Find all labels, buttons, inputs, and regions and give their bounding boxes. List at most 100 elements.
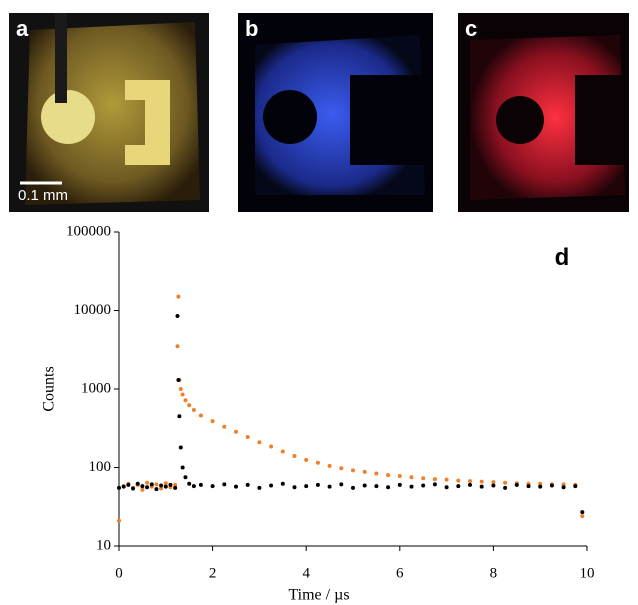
data-point xyxy=(409,475,414,480)
panel-label: c xyxy=(465,16,477,41)
data-point xyxy=(362,469,367,474)
data-point xyxy=(234,484,238,489)
data-point xyxy=(176,294,181,299)
data-point xyxy=(491,480,496,485)
data-point xyxy=(444,477,449,482)
data-point xyxy=(362,483,367,488)
data-point xyxy=(526,484,531,489)
data-point xyxy=(479,484,484,489)
data-point xyxy=(351,468,355,473)
data-point xyxy=(173,482,178,487)
data-point xyxy=(222,424,227,429)
data-point xyxy=(145,480,150,485)
data-point xyxy=(456,484,461,489)
data-point xyxy=(561,482,566,487)
data-point xyxy=(468,482,472,487)
data-point xyxy=(163,481,168,486)
x-tick-label: 4 xyxy=(302,565,310,581)
data-point xyxy=(175,344,180,349)
data-point xyxy=(397,473,402,478)
y-tick-label: 10000 xyxy=(74,302,112,318)
data-point xyxy=(121,484,126,489)
panel-label: a xyxy=(16,16,29,41)
data-point xyxy=(163,484,168,489)
data-point xyxy=(491,483,496,488)
data-point xyxy=(456,478,461,483)
data-point xyxy=(210,484,215,489)
data-point xyxy=(280,449,285,454)
data-point xyxy=(187,481,192,486)
data-point xyxy=(292,485,297,490)
panel-label: b xyxy=(245,16,258,41)
data-point xyxy=(257,485,262,490)
data-point xyxy=(397,482,402,487)
data-point xyxy=(168,482,173,487)
data-point xyxy=(145,485,150,490)
data-point xyxy=(198,413,203,418)
data-point xyxy=(503,480,508,485)
x-tick-label: 0 xyxy=(115,565,123,581)
data-point xyxy=(503,485,508,490)
data-point xyxy=(176,378,181,383)
data-point xyxy=(386,473,391,478)
data-point xyxy=(198,482,203,487)
data-point xyxy=(154,482,159,487)
data-point xyxy=(327,484,332,489)
y-axis-label: Counts xyxy=(41,366,58,411)
data-point xyxy=(131,486,136,491)
data-point xyxy=(327,463,332,468)
data-point xyxy=(386,485,391,490)
data-point xyxy=(210,419,215,424)
y-tick-label: 100 xyxy=(89,459,112,475)
data-point xyxy=(315,460,320,465)
data-point xyxy=(351,485,355,490)
data-point xyxy=(126,482,131,487)
data-point xyxy=(173,485,178,490)
data-point xyxy=(117,518,121,523)
data-point xyxy=(183,475,188,480)
data-point xyxy=(222,482,227,487)
data-point xyxy=(187,403,192,408)
data-point xyxy=(117,485,121,490)
scale-bar-label: 0.1 mm xyxy=(18,187,68,204)
data-point xyxy=(421,476,426,481)
data-point xyxy=(140,484,145,489)
data-point xyxy=(159,486,164,491)
data-point xyxy=(514,482,519,487)
x-tick-label: 2 xyxy=(209,565,217,581)
data-point xyxy=(234,429,238,434)
data-point xyxy=(178,387,183,391)
data-point xyxy=(269,444,274,449)
data-point xyxy=(304,457,309,462)
data-point xyxy=(421,483,426,488)
data-point xyxy=(257,440,262,445)
data-point xyxy=(479,479,484,484)
data-point xyxy=(468,479,472,484)
data-point xyxy=(269,483,274,488)
data-point xyxy=(538,481,543,486)
data-point xyxy=(549,483,554,488)
y-tick-label: 10 xyxy=(96,537,111,553)
data-point xyxy=(154,487,159,492)
data-point xyxy=(432,482,437,487)
data-point xyxy=(339,466,344,471)
panel-label: d xyxy=(555,244,570,271)
photo-b xyxy=(238,13,433,212)
data-point xyxy=(245,434,250,439)
data-point xyxy=(315,482,320,487)
data-point xyxy=(280,481,285,486)
data-point xyxy=(538,484,543,489)
x-tick-label: 8 xyxy=(490,565,498,581)
x-axis-label: Time / µs xyxy=(288,587,349,604)
data-point xyxy=(339,482,344,487)
data-point xyxy=(444,485,449,490)
data-point xyxy=(175,314,180,319)
photo-a xyxy=(9,13,209,212)
data-point xyxy=(191,484,196,489)
data-point xyxy=(149,482,154,487)
data-point xyxy=(140,487,145,492)
data-point xyxy=(409,484,414,489)
data-point xyxy=(191,408,196,413)
data-point xyxy=(135,481,140,486)
